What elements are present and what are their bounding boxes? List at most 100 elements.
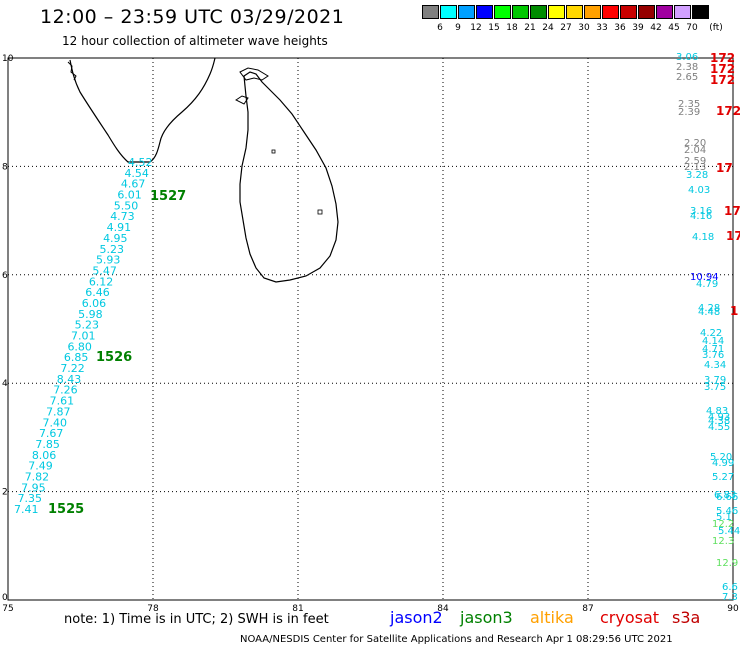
edge-swh-label: 2.35: [678, 99, 700, 110]
legend-label: 21: [524, 23, 536, 33]
legend-swatch: [674, 5, 691, 19]
x-tick-label: 90: [727, 604, 739, 614]
swh-value-label: 6.06: [82, 297, 107, 310]
edge-swh-label: 172: [710, 62, 735, 76]
edge-swh-label: 3.75: [704, 382, 726, 393]
swh-value-label: 7.41: [14, 503, 39, 516]
pass-number-label: 1525: [48, 502, 84, 517]
swh-value-label: 4.52: [128, 156, 153, 169]
swh-value-label: 6.46: [85, 286, 110, 299]
x-tick-label: 78: [147, 604, 159, 614]
legend-swatch: [512, 5, 529, 19]
edge-swh-label: 1: [730, 304, 738, 318]
legend-label: 30: [578, 23, 590, 33]
edge-swh-label: 6.6: [722, 582, 738, 593]
edge-swh-label: 5.44: [718, 526, 740, 537]
edge-swh-label: 6.66: [716, 492, 738, 503]
edge-swh-label: 17: [716, 161, 733, 175]
swh-value-label: 5.47: [92, 264, 117, 277]
legend-unit: (ft): [709, 23, 723, 33]
edge-swh-label: 4.99: [712, 458, 734, 469]
edge-swh-label: 4.79: [696, 279, 718, 290]
legend-label: 18: [506, 23, 518, 33]
swh-value-label: 5.98: [78, 308, 103, 321]
edge-swh-label: 4.16: [690, 211, 712, 222]
y-tick-label: 10: [2, 54, 14, 64]
island-dot: [271, 149, 276, 154]
edge-swh-label: 10.94: [690, 272, 719, 283]
edge-swh-label: 6.83: [714, 490, 736, 501]
edge-swh-label: 4.34: [704, 360, 726, 371]
legend-swatch: [602, 5, 619, 19]
legend-swatch: [620, 5, 637, 19]
swh-value-label: 8.06: [32, 449, 57, 462]
edge-swh-label: 2.20: [684, 138, 706, 149]
legend-label: 12: [470, 23, 482, 33]
legend-label: 24: [542, 23, 554, 33]
edge-swh-label: 5.1: [716, 512, 732, 523]
edge-swh-label: 3.06: [676, 52, 698, 63]
pass-number-label: 1527: [150, 189, 186, 204]
jaffna-peninsula: [239, 67, 269, 81]
swh-value-label: 5.23: [100, 243, 125, 256]
legend-label: 36: [614, 23, 626, 33]
pass-number-label: 1526: [96, 350, 132, 365]
satellite-legend-s3a: s3a: [672, 608, 701, 627]
swh-value-label: 8.43: [57, 373, 82, 386]
edge-swh-label: 4.55: [708, 422, 730, 433]
edge-swh-label: 12.2: [712, 519, 734, 530]
edge-swh-label: 12.9: [716, 558, 738, 569]
edge-swh-label: 5.46: [716, 506, 738, 517]
swh-value-label: 6.80: [67, 340, 92, 353]
y-tick-label: 0: [2, 593, 8, 603]
edge-swh-label: 17: [724, 204, 740, 218]
swh-value-label: 7.85: [35, 438, 60, 451]
satellite-legend-cryosat: cryosat: [600, 608, 660, 627]
legend-label: 45: [668, 23, 680, 33]
swh-value-label: 7.22: [60, 362, 85, 375]
edge-swh-label: 2.38: [676, 62, 698, 73]
edge-swh-label: 4.71: [702, 344, 724, 355]
legend-swatch: [638, 5, 655, 19]
edge-swh-label: 4.48: [698, 307, 720, 318]
edge-swh-label: 2.39: [678, 107, 700, 118]
edge-swh-label: 4.38: [708, 416, 730, 427]
swh-value-label: 7.49: [28, 460, 53, 473]
footnote: note: 1) Time is in UTC; 2) SWH is in fe…: [64, 612, 329, 627]
island-dot: [317, 209, 323, 215]
legend-label: 39: [632, 23, 644, 33]
swh-value-label: 4.54: [124, 167, 149, 180]
swh-value-label: 7.40: [43, 416, 68, 429]
chart-title: 12:00 – 23:59 UTC 03/29/2021: [40, 6, 345, 28]
swh-value-label: 4.67: [121, 178, 146, 191]
edge-swh-label: 4.14: [702, 336, 724, 347]
edge-swh-label: 2.65: [676, 72, 698, 83]
swh-value-label: 4.91: [107, 221, 132, 234]
swh-value-label: 5.93: [96, 254, 121, 267]
chart-subtitle: 12 hour collection of altimeter wave hei…: [62, 34, 328, 48]
edge-swh-label: 2.13: [684, 162, 706, 173]
edge-swh-label: 12.3: [712, 536, 734, 547]
satellite-legend-jason2: jason2: [390, 608, 443, 627]
swh-value-label: 4.95: [103, 232, 128, 245]
swh-value-label: 6.12: [89, 275, 114, 288]
y-tick-label: 4: [2, 379, 8, 389]
edge-swh-label: 5.20: [710, 452, 732, 463]
legend-label: 42: [650, 23, 662, 33]
swh-value-label: 6.01: [117, 189, 142, 202]
edge-swh-label: 7.3: [722, 592, 738, 603]
edge-swh-label: 3.79: [704, 375, 726, 386]
legend-swatch: [458, 5, 475, 19]
legend-label: 9: [455, 23, 461, 33]
edge-swh-label: 2.04: [684, 145, 706, 156]
legend-swatch: [656, 5, 673, 19]
legend-swatch: [422, 5, 439, 19]
legend-swatch: [530, 5, 547, 19]
edge-swh-label: 172: [710, 51, 735, 65]
edge-swh-label: 3.76: [702, 350, 724, 361]
edge-swh-label: 4.18: [692, 232, 714, 243]
edge-swh-label: 172: [710, 73, 735, 87]
swh-value-label: 4.73: [110, 210, 135, 223]
swh-value-label: 7.95: [21, 481, 46, 494]
india-coast-detail: [67, 61, 77, 81]
